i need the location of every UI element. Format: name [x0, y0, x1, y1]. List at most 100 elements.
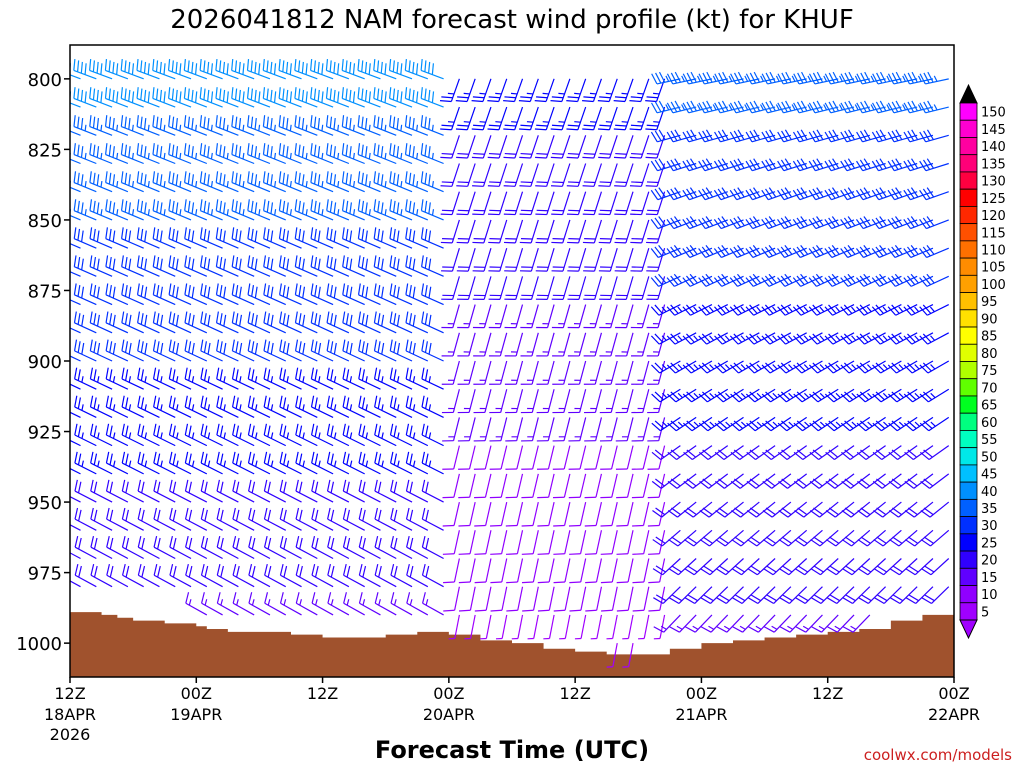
- wind-barb: [810, 558, 839, 576]
- wind-barb: [231, 283, 255, 306]
- x-tick-label: 00Z: [181, 684, 212, 703]
- wind-barb: [667, 388, 697, 403]
- wind-barb: [511, 614, 524, 640]
- wind-barb: [856, 158, 886, 172]
- wind-barb: [474, 558, 492, 584]
- wind-barb: [490, 501, 508, 527]
- colorbar-label: 20: [981, 554, 998, 569]
- colorbar-swatch: [959, 412, 978, 431]
- wind-barb: [169, 451, 192, 475]
- wind-barb: [474, 586, 492, 612]
- wind-barb: [714, 473, 744, 489]
- wind-barb: [825, 501, 855, 518]
- wind-barb: [279, 479, 302, 503]
- wind-barb: [326, 367, 350, 390]
- wind-barb: [136, 87, 160, 108]
- wind-barb: [73, 227, 97, 249]
- axes: 800 825 850 875 900 925 950 975 1000 12Z 18APR2026…: [16, 44, 980, 744]
- wind-barb: [295, 592, 318, 616]
- wind-barb: [342, 479, 365, 503]
- wind-barb: [745, 360, 776, 374]
- wind-barb: [761, 100, 792, 114]
- wind-barb: [373, 283, 397, 306]
- wind-barb: [326, 339, 350, 362]
- wind-barb: [169, 564, 192, 588]
- wind-barb: [73, 339, 97, 362]
- wind-barb: [184, 227, 208, 249]
- wind-barb: [421, 311, 444, 334]
- wind-barb: [464, 614, 476, 640]
- wind-barb: [200, 479, 223, 503]
- wind-barb: [248, 507, 271, 531]
- wind-barb: [232, 564, 255, 588]
- wind-barb: [90, 564, 113, 588]
- wind-barb: [184, 171, 208, 193]
- wind-barb: [495, 614, 508, 640]
- wind-barb: [421, 479, 444, 503]
- wind-barb: [247, 423, 271, 447]
- wind-barb: [216, 423, 239, 447]
- wind-barb: [537, 501, 555, 527]
- wind-barb: [136, 143, 160, 165]
- wind-barb: [184, 423, 208, 447]
- wind-barb: [682, 187, 713, 201]
- wind-barb: [584, 473, 603, 499]
- wind-barb: [341, 59, 365, 80]
- wind-barb: [889, 586, 918, 604]
- wind-barb: [505, 473, 524, 499]
- wind-barb: [763, 558, 792, 576]
- wind-barb: [357, 171, 381, 193]
- wind-barb: [247, 199, 271, 221]
- wind-barb: [613, 78, 634, 103]
- colorbar-label: 65: [981, 399, 998, 414]
- wind-barb: [568, 473, 587, 499]
- wind-barb: [761, 360, 792, 374]
- wind-barb: [745, 187, 776, 201]
- wind-barb: [653, 586, 681, 604]
- colorbar-label: 130: [981, 175, 1006, 190]
- wind-barb: [666, 360, 697, 374]
- wind-barb: [232, 535, 255, 560]
- wind-barb: [358, 367, 381, 390]
- wind-barb: [440, 163, 460, 187]
- wind-barb: [840, 304, 871, 316]
- wind-barb: [443, 586, 460, 612]
- wind-barb: [106, 564, 129, 588]
- wind-barb: [153, 507, 176, 531]
- wind-barb: [89, 227, 113, 249]
- wind-barb: [70, 299, 81, 306]
- wind-barb: [136, 59, 160, 80]
- wind-barb: [294, 283, 318, 306]
- wind-barb: [682, 416, 713, 432]
- wind-barb: [824, 187, 855, 201]
- wind-barb: [631, 332, 650, 357]
- wind-barb: [600, 473, 618, 499]
- wind-barb: [70, 355, 81, 362]
- wind-barb: [536, 417, 555, 442]
- wind-barb: [536, 389, 555, 414]
- wind-barb: [731, 501, 760, 518]
- wind-barb: [872, 360, 902, 374]
- wind-barb: [566, 78, 587, 103]
- wind-barb: [248, 564, 271, 588]
- wind-barb: [792, 304, 823, 316]
- wind-barb: [631, 473, 650, 499]
- wind-barb: [184, 199, 208, 221]
- colorbar-label: 60: [981, 416, 998, 431]
- wind-barb: [70, 495, 81, 503]
- wind-barb: [761, 332, 792, 345]
- wind-barb: [856, 129, 886, 143]
- wind-barb: [824, 245, 855, 259]
- wind-barb: [215, 59, 239, 80]
- wind-barb: [585, 586, 603, 612]
- wind-barb: [373, 87, 397, 108]
- wind-barb: [630, 304, 650, 329]
- y-tick-label: 925: [28, 423, 62, 444]
- wind-barb: [231, 395, 255, 418]
- wind-barb: [263, 367, 286, 390]
- wind-barb: [683, 501, 713, 518]
- wind-barb: [420, 227, 444, 249]
- wind-barb: [405, 199, 429, 221]
- wind-barb: [73, 171, 97, 193]
- wind-barb: [152, 367, 176, 390]
